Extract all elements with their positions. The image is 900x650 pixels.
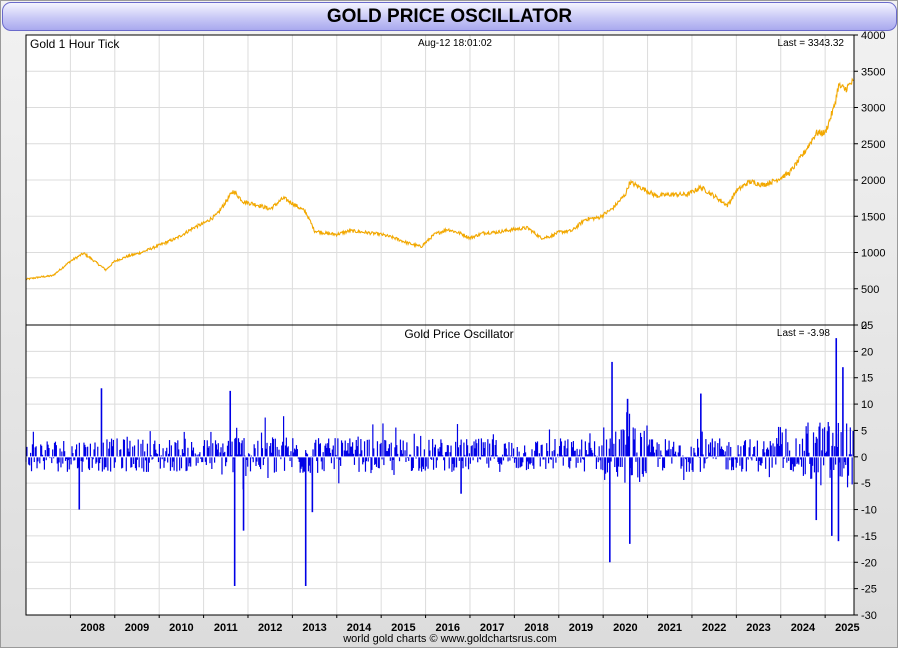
price-ytick-label: 4000	[861, 30, 885, 42]
osc-ytick-label: 10	[861, 399, 873, 411]
x-tick-label: 2010	[169, 622, 193, 634]
x-tick-label: 2011	[214, 622, 238, 634]
osc-ytick-label: 25	[861, 320, 873, 332]
x-tick-label: 2014	[347, 622, 372, 634]
x-tick-label: 2015	[391, 622, 415, 634]
osc-ytick-label: 20	[861, 346, 873, 358]
footer-credit: world gold charts © www.goldchartsrus.co…	[343, 633, 557, 645]
x-tick-label: 2008	[80, 622, 104, 634]
osc-ytick-label: 5	[861, 425, 867, 437]
x-tick-label: 2020	[613, 622, 637, 634]
x-tick-label: 2024	[791, 622, 816, 634]
x-tick-label: 2019	[569, 622, 593, 634]
price-ytick-label: 3000	[861, 103, 885, 115]
osc-ytick-label: 15	[861, 373, 873, 385]
price-ytick-label: 1500	[861, 211, 885, 223]
osc-panel-border	[25, 324, 855, 616]
x-tick-label: 2009	[125, 622, 149, 634]
x-tick-label: 2013	[302, 622, 326, 634]
x-tick-label: 2012	[258, 622, 282, 634]
osc-ytick-label: -15	[861, 531, 877, 543]
price-ytick-label: 2000	[861, 175, 885, 187]
x-tick-label: 2022	[702, 622, 726, 634]
osc-ytick-label: -20	[861, 557, 877, 569]
osc-ytick-label: -10	[861, 505, 877, 517]
osc-ytick-label: -25	[861, 584, 877, 596]
oscillator-panel-label: Gold Price Oscillator	[404, 327, 513, 341]
x-tick-label: 2017	[480, 622, 504, 634]
x-tick-label: 2016	[436, 622, 460, 634]
x-tick-label: 2018	[524, 622, 548, 634]
osc-ytick-label: 0	[861, 452, 867, 464]
osc-ytick-label: -5	[861, 478, 871, 490]
price-timestamp: Aug-12 18:01:02	[418, 38, 492, 49]
x-tick-label: 2023	[746, 622, 770, 634]
price-ytick-label: 1000	[861, 248, 885, 260]
osc-ytick-label: -30	[861, 610, 877, 622]
oscillator-plot-area	[26, 325, 854, 615]
price-ytick-label: 3500	[861, 66, 885, 78]
chart-title: GOLD PRICE OSCILLATOR	[2, 2, 897, 31]
oscillator-last-value: Last = -3.98	[777, 328, 831, 339]
x-tick-label: 2021	[658, 622, 682, 634]
price-panel-label: Gold 1 Hour Tick	[30, 37, 120, 51]
x-tick-label: 2025	[835, 622, 859, 634]
price-last-value: Last = 3343.32	[778, 38, 845, 49]
price-ytick-label: 2500	[861, 139, 885, 151]
price-ytick-label: 0	[861, 320, 867, 332]
price-ytick-label: 500	[861, 284, 879, 296]
gold-price-line	[25, 77, 854, 281]
